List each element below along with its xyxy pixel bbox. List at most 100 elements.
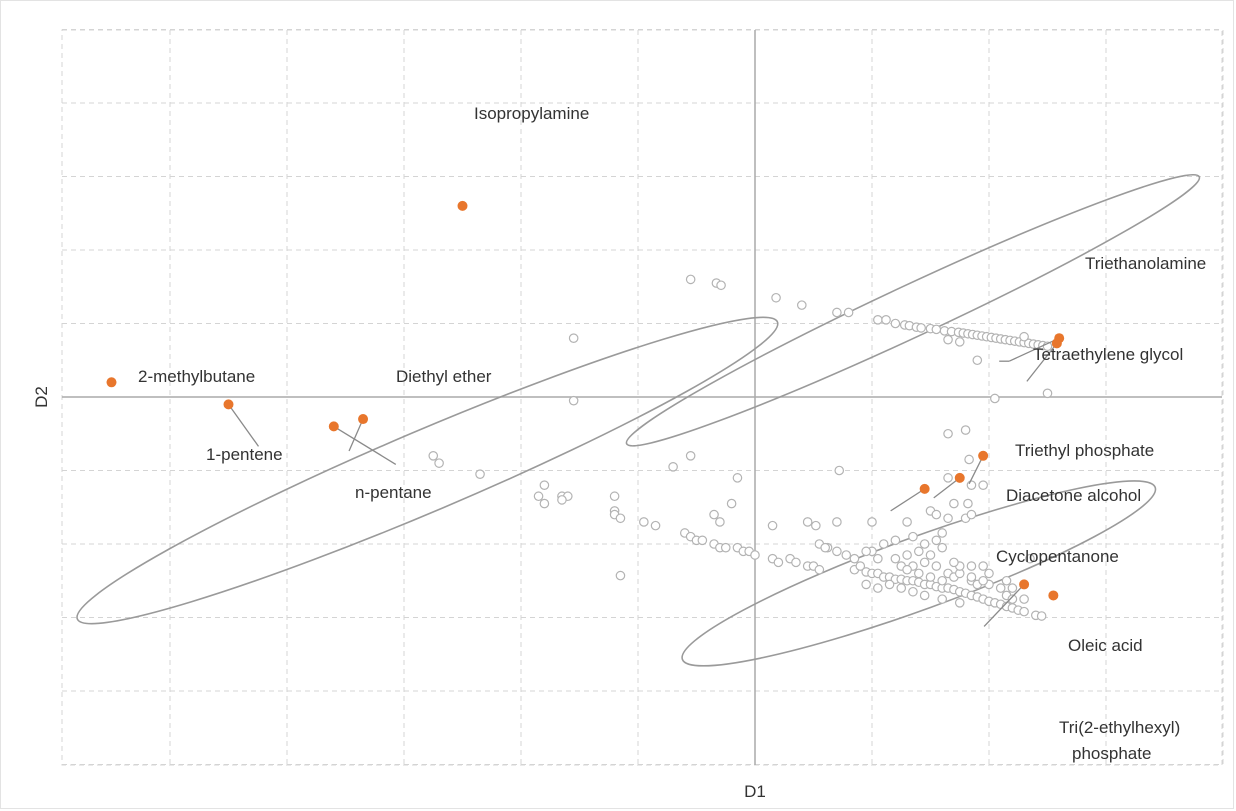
highlight-point [954,472,965,483]
label-isopropylamine: Isopropylamine [474,104,589,123]
background-point [931,561,942,571]
background-points [428,274,1053,621]
background-point [966,572,977,582]
label-2-methylbutane: 2-methylbutane [138,367,255,386]
background-point [820,542,830,553]
background-point [771,292,781,303]
label-tetraethylene-glycol: Tetraethylene glycol [1033,345,1183,364]
background-point [919,590,930,601]
grid [61,29,1224,766]
background-point [890,535,901,546]
highlight-point [328,421,339,432]
background-point [639,517,649,527]
background-point [568,395,579,406]
ellipse-cluster-top-right [625,173,1201,447]
label-oleic-acid: Oleic acid [1068,636,1143,655]
background-point [773,557,784,568]
background-point [954,597,965,608]
ellipse-cluster-bottom-right [681,480,1157,667]
background-point [811,520,821,531]
label-triethanolamine: Triethanolamine [1085,254,1206,273]
background-point [937,594,947,604]
background-point [1042,388,1053,399]
background-point [1019,594,1029,604]
highlight-point [978,450,989,461]
x-axis-title: D1 [744,782,766,801]
label-cyclopentanone: Cyclopentanone [996,547,1119,566]
label-diacetone-alcohol: Diacetone alcohol [1006,486,1141,505]
background-point [972,355,983,366]
background-point [890,553,901,564]
leader-line [348,418,364,452]
background-point [557,495,567,505]
background-point [902,564,912,575]
leader-line [933,477,961,499]
background-point [539,480,550,490]
background-point [867,517,877,527]
highlight-point [919,483,930,494]
background-point [1019,606,1029,617]
label-tri-2-ethylhexyl-line1: Tri(2-ethylhexyl) [1059,718,1180,737]
y-axis-title: D2 [32,386,51,408]
leader-line [968,455,984,485]
leader-lines [227,337,1060,627]
background-point [533,491,544,502]
background-point [726,498,737,509]
background-point [884,579,895,590]
background-point [919,539,930,549]
background-point [995,583,1006,593]
background-point [1007,583,1018,593]
background-point [937,575,947,586]
background-point [954,337,965,347]
background-point [720,542,731,553]
background-point [937,542,947,553]
background-point [861,579,871,590]
leader-line [983,583,1025,627]
background-point [802,517,813,527]
background-point [913,568,924,579]
background-point [568,333,579,343]
background-point [984,568,994,579]
background-point [855,561,866,571]
background-point [966,480,977,490]
background-point [709,509,719,520]
background-point [832,307,842,318]
background-point [832,546,842,557]
background-point [861,546,871,557]
background-point [960,425,971,435]
background-point [434,458,444,468]
background-point [843,307,854,318]
background-point [931,509,942,520]
background-point [716,280,726,291]
highlighted-points [106,200,1065,601]
label-triethyl-phosphate: Triethyl phosphate [1015,441,1154,460]
background-point [1036,611,1047,621]
leader-line [1026,342,1058,382]
background-point [697,535,708,546]
background-point [750,550,760,560]
background-point [925,572,936,582]
background-point [873,315,883,325]
background-point [890,318,901,329]
highlight-point [223,399,234,410]
background-point [878,539,889,549]
background-point [908,586,918,597]
background-point [849,553,860,564]
background-point [814,564,825,575]
background-point [966,561,977,571]
background-point [539,498,550,509]
label-tri-2-ethylhexyl-line2: phosphate [1072,744,1151,763]
background-point [1001,575,1012,586]
background-point [881,315,891,325]
background-point [949,498,959,509]
highlight-point [358,414,369,425]
leader-line [227,403,260,447]
highlight-point [1051,338,1062,349]
background-point [963,498,973,509]
background-point [767,520,778,531]
highlight-point [1048,590,1059,601]
background-point [978,575,988,586]
leader-line [1008,337,1060,362]
